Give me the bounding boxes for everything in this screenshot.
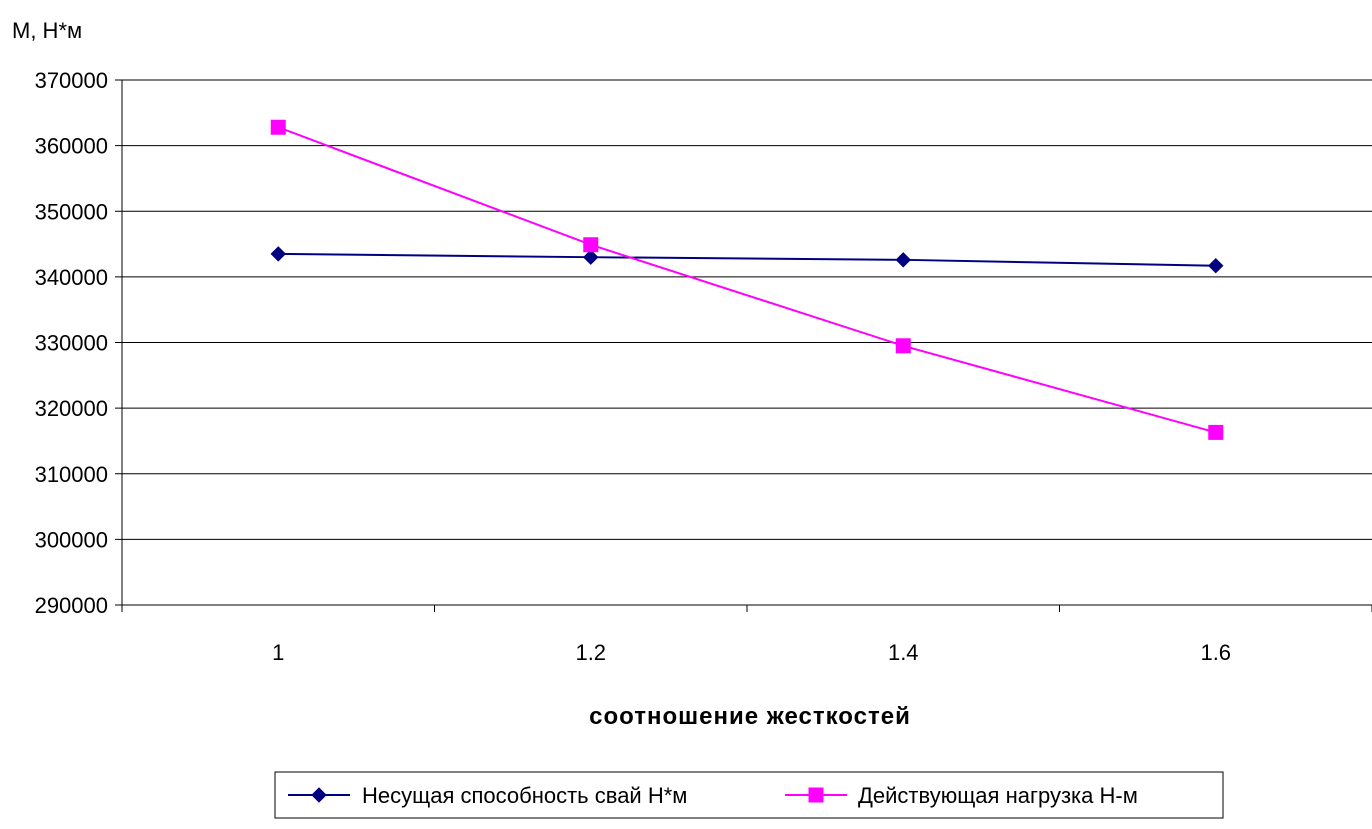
legend: Несущая способность свай Н*м Действующая …: [274, 771, 1224, 819]
y-tick-label: 360000: [35, 134, 108, 159]
x-tick-label: 1.6: [1200, 640, 1231, 665]
series-line: [278, 252, 1216, 267]
legend-entry: Действующая нагрузка Н-м: [785, 783, 1138, 808]
series-1: [270, 246, 1224, 274]
series-2: [270, 119, 1224, 440]
data-point: [583, 249, 599, 265]
data-point: [270, 119, 286, 135]
y-tick-label: 310000: [35, 462, 108, 487]
y-tick-label: 350000: [35, 199, 108, 224]
legend-swatch-marker: [311, 787, 327, 803]
y-tick-labels: 290000 300000 310000 320000 330000 340000 3500…: [35, 68, 108, 618]
y-tick-label: 370000: [35, 68, 108, 93]
y-tick-label: 300000: [35, 527, 108, 552]
data-point: [1208, 258, 1224, 274]
data-point: [1208, 424, 1224, 440]
series-line: [277, 126, 1217, 434]
data-point: [895, 252, 911, 268]
data-point: [895, 338, 911, 354]
x-axis-label: соотношение жесткостей: [589, 703, 911, 730]
x-tick-label: 1: [272, 640, 284, 665]
x-tick-label: 1.2: [575, 640, 606, 665]
x-tick-label: 1.4: [888, 640, 919, 665]
y-tick-label: 320000: [35, 396, 108, 421]
legend-label: Несущая способность свай Н*м: [362, 783, 687, 808]
grid-lines: [122, 79, 1372, 540]
axes: [115, 79, 1372, 612]
y-tick-label: 330000: [35, 331, 108, 356]
legend-swatch-marker: [808, 787, 824, 803]
legend-box: [274, 771, 1224, 819]
data-point: [583, 237, 599, 253]
legend-label: Действующая нагрузка Н-м: [858, 783, 1138, 808]
series-layer: [270, 119, 1224, 440]
y-axis-label: M, Н*м: [12, 18, 82, 43]
y-tick-label: 290000: [35, 593, 108, 618]
y-tick-label: 340000: [35, 265, 108, 290]
x-tick-labels: 1 1.2 1.4 1.6: [272, 640, 1231, 665]
data-point: [270, 246, 286, 262]
legend-entry: Несущая способность свай Н*м: [288, 783, 687, 808]
